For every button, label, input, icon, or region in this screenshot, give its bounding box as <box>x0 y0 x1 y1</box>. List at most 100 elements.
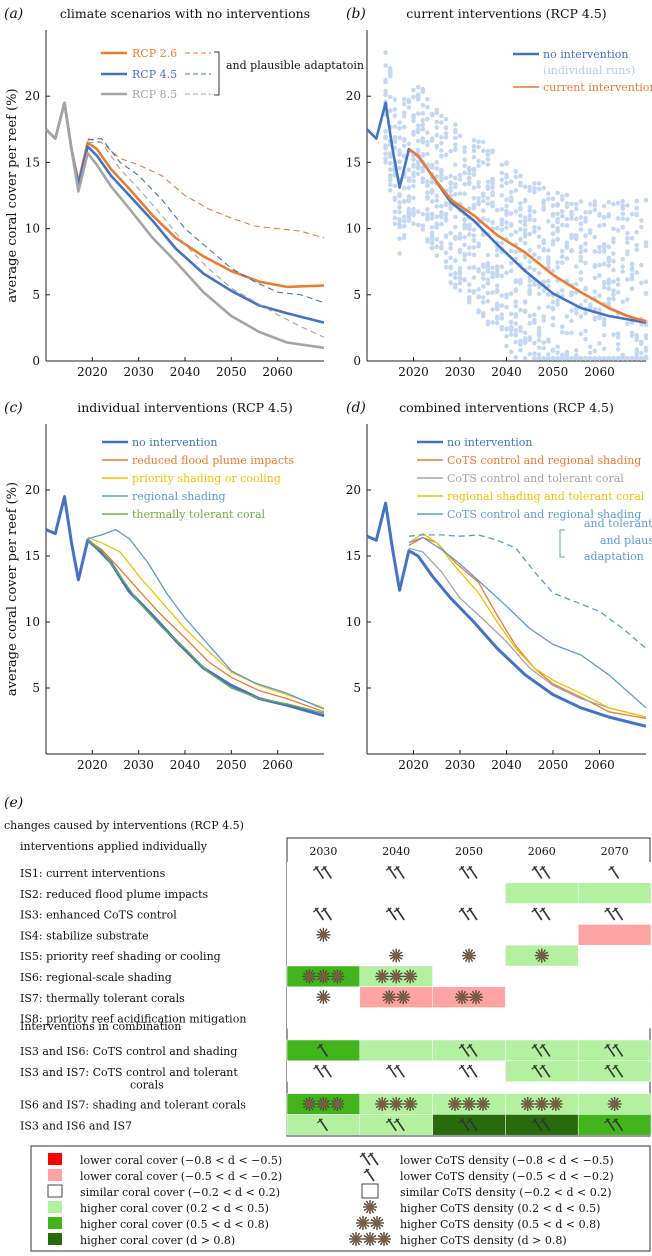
run-point <box>620 198 626 204</box>
run-point <box>532 181 537 186</box>
run-point <box>504 197 509 203</box>
run-point <box>420 211 426 217</box>
legend-entry: regional shading and tolerant coral <box>447 490 645 503</box>
y-tick-label: 5 <box>32 681 40 695</box>
cots-starfish-body <box>399 993 407 1001</box>
run-point <box>578 221 584 227</box>
heatmap-cell <box>577 882 652 904</box>
run-point <box>504 343 509 349</box>
run-point <box>499 207 505 212</box>
heatmap-cell <box>505 966 579 987</box>
cots-dagger <box>385 1118 392 1124</box>
run-point <box>467 251 472 257</box>
cots-starfish <box>520 1097 535 1111</box>
cots-dagger <box>458 1064 465 1070</box>
run-point <box>583 356 588 361</box>
y-tick-label: 15 <box>346 549 361 563</box>
run-point <box>490 274 495 280</box>
run-point <box>383 63 388 68</box>
run-point <box>615 216 621 221</box>
run-point <box>629 265 635 271</box>
y-tick-label: 20 <box>25 89 40 103</box>
cots-starfish-body <box>472 993 480 1001</box>
run-point <box>504 225 509 230</box>
run-point <box>573 206 579 212</box>
run-point <box>634 247 639 252</box>
run-point <box>420 136 426 141</box>
run-point <box>425 196 430 201</box>
run-point <box>425 215 430 221</box>
run-point <box>522 215 528 220</box>
run-point <box>411 206 416 212</box>
run-point <box>518 325 523 330</box>
legend-entry: current interventions <box>543 81 652 94</box>
run-point <box>583 298 588 304</box>
cots-starfish-body <box>611 1100 619 1108</box>
run-point <box>625 235 630 241</box>
run-point <box>550 238 556 244</box>
run-point <box>485 162 491 167</box>
run-point <box>546 219 551 224</box>
run-point <box>578 215 584 220</box>
run-point <box>560 213 565 219</box>
run-point <box>597 262 602 268</box>
run-point <box>587 228 593 233</box>
run-point <box>615 289 621 295</box>
run-point <box>467 176 472 181</box>
run-point <box>467 265 472 271</box>
series-line <box>366 501 647 728</box>
cots-dagger <box>539 1064 546 1070</box>
run-point <box>448 185 454 191</box>
run-point <box>504 172 509 178</box>
run-point <box>420 102 426 108</box>
cots-starfish-body <box>465 952 473 960</box>
cots-dagger <box>531 1064 538 1070</box>
run-point <box>420 176 426 181</box>
run-point <box>587 356 593 361</box>
cots-starfish <box>469 990 483 1005</box>
cots-dagger <box>313 1064 319 1070</box>
run-point <box>476 287 481 292</box>
x-tick-label: 2030 <box>445 365 476 379</box>
run-point <box>429 180 435 185</box>
cots-starfish <box>316 927 331 942</box>
run-point <box>527 259 533 264</box>
cots-starfish <box>462 948 476 963</box>
run-point <box>471 154 477 160</box>
run-point <box>387 94 393 100</box>
heatmap-cell <box>432 1114 506 1136</box>
cots-starfish <box>534 948 549 963</box>
cots-dagger <box>313 865 319 871</box>
run-point <box>620 269 626 274</box>
run-point <box>578 249 584 255</box>
run-point <box>611 236 616 241</box>
run-point <box>592 348 598 354</box>
run-point <box>439 212 444 218</box>
run-point <box>429 190 435 195</box>
run-point <box>476 163 481 169</box>
run-point <box>639 280 644 286</box>
series-line <box>45 495 325 718</box>
cots-dagger <box>608 865 614 871</box>
run-point <box>429 245 435 250</box>
run-point <box>485 201 491 207</box>
run-point <box>439 240 444 245</box>
cots-dagger <box>393 1064 400 1070</box>
run-point <box>522 300 528 305</box>
run-point <box>471 275 477 280</box>
run-point <box>504 292 509 298</box>
run-point <box>434 214 440 219</box>
run-point <box>415 84 421 90</box>
run-point <box>494 304 500 309</box>
cots-starfish <box>389 948 404 963</box>
run-point <box>643 348 649 353</box>
cots-starfish-body <box>319 1100 327 1108</box>
run-point <box>536 181 542 186</box>
run-point <box>462 234 467 240</box>
cots-dagger <box>393 907 400 913</box>
legend-cots-icon <box>363 1168 375 1182</box>
run-point <box>513 355 519 360</box>
cots-starfish-body <box>392 952 400 960</box>
cots-dagger <box>321 1064 327 1070</box>
